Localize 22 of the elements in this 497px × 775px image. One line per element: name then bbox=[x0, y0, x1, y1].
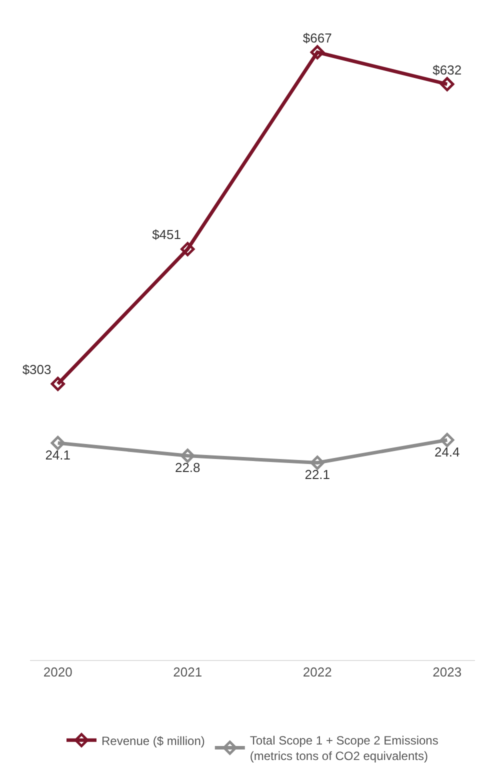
data-label: $303 bbox=[22, 362, 52, 378]
point bbox=[180, 242, 195, 256]
point bbox=[310, 456, 324, 470]
data-label: 22.8 bbox=[174, 460, 200, 476]
data-label: $667 bbox=[302, 30, 332, 46]
legend-label: Total Scope 1 + Scope 2 Emissions (metrics tons of CO2 equivalents) bbox=[250, 734, 438, 764]
point bbox=[440, 432, 454, 448]
x-tick-label: 2022 bbox=[302, 664, 332, 680]
point bbox=[50, 376, 65, 392]
x-tick-label: 2021 bbox=[173, 664, 202, 680]
legend-label: Revenue ($ million) bbox=[102, 734, 205, 748]
x-tick-label: 2023 bbox=[432, 664, 462, 680]
x-tick-label: 2020 bbox=[43, 664, 72, 680]
point bbox=[440, 77, 454, 92]
point bbox=[310, 45, 324, 60]
data-label: $632 bbox=[432, 62, 462, 78]
data-label: 22.1 bbox=[304, 467, 330, 482]
data-label: 24.4 bbox=[434, 444, 460, 460]
data-label: 24.1 bbox=[45, 447, 71, 462]
data-label: $451 bbox=[152, 227, 182, 242]
point bbox=[50, 436, 65, 450]
point bbox=[180, 448, 195, 463]
